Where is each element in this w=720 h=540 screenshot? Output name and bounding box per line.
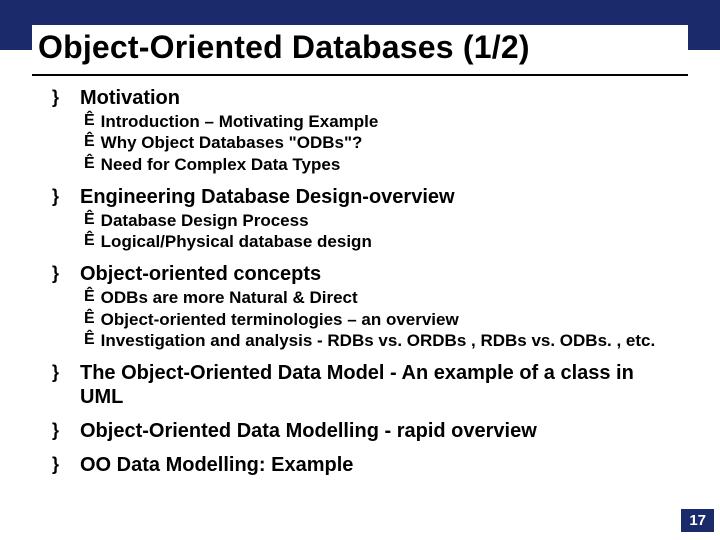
arrow-icon: Ê (84, 154, 95, 174)
list-item: Ê ODBs are more Natural & Direct (84, 287, 672, 308)
list-item: Ê Need for Complex Data Types (84, 154, 672, 175)
section-oo-modelling-example: } OO Data Modelling: Example (52, 453, 672, 477)
page-number: 17 (681, 509, 714, 532)
bullet-icon: } (52, 361, 70, 384)
section-head: } Motivation (52, 86, 672, 110)
bullet-icon: } (52, 419, 70, 442)
list-item: Ê Database Design Process (84, 210, 672, 231)
sublist: Ê Introduction – Motivating Example Ê Wh… (84, 111, 672, 175)
section-head: } Object-Oriented Data Modelling - rapid… (52, 419, 672, 443)
sub-text: Need for Complex Data Types (101, 154, 341, 175)
section-oo-data-model: } The Object-Oriented Data Model - An ex… (52, 361, 672, 409)
list-item: Ê Introduction – Motivating Example (84, 111, 672, 132)
sublist: Ê Database Design Process Ê Logical/Phys… (84, 210, 672, 253)
list-item: Ê Investigation and analysis - RDBs vs. … (84, 330, 672, 351)
section-heading: Engineering Database Design-overview (80, 185, 455, 209)
bullet-icon: } (52, 453, 70, 476)
list-item: Ê Object-oriented terminologies – an ove… (84, 309, 672, 330)
arrow-icon: Ê (84, 309, 95, 329)
list-item: Ê Logical/Physical database design (84, 231, 672, 252)
section-heading: The Object-Oriented Data Model - An exam… (80, 361, 672, 409)
bullet-icon: } (52, 86, 70, 109)
section-oo-concepts: } Object-oriented concepts Ê ODBs are mo… (52, 262, 672, 351)
section-head: } OO Data Modelling: Example (52, 453, 672, 477)
section-oo-modelling-overview: } Object-Oriented Data Modelling - rapid… (52, 419, 672, 443)
slide-title: Object-Oriented Databases (1/2) (38, 29, 682, 66)
sub-text: Why Object Databases "ODBs"? (101, 132, 363, 153)
sub-text: Logical/Physical database design (101, 231, 372, 252)
bullet-icon: } (52, 185, 70, 208)
arrow-icon: Ê (84, 132, 95, 152)
arrow-icon: Ê (84, 210, 95, 230)
section-head: } Engineering Database Design-overview (52, 185, 672, 209)
title-box: Object-Oriented Databases (1/2) (32, 25, 688, 76)
section-motivation: } Motivation Ê Introduction – Motivating… (52, 86, 672, 175)
arrow-icon: Ê (84, 231, 95, 251)
section-head: } The Object-Oriented Data Model - An ex… (52, 361, 672, 409)
arrow-icon: Ê (84, 287, 95, 307)
sub-text: Database Design Process (101, 210, 309, 231)
section-heading: Motivation (80, 86, 180, 110)
slide-content: } Motivation Ê Introduction – Motivating… (52, 86, 672, 487)
sub-text: Investigation and analysis - RDBs vs. OR… (101, 330, 656, 351)
section-engineering: } Engineering Database Design-overview Ê… (52, 185, 672, 253)
list-item: Ê Why Object Databases "ODBs"? (84, 132, 672, 153)
section-heading: Object-oriented concepts (80, 262, 321, 286)
sub-text: ODBs are more Natural & Direct (101, 287, 358, 308)
section-heading: Object-Oriented Data Modelling - rapid o… (80, 419, 537, 443)
section-heading: OO Data Modelling: Example (80, 453, 353, 477)
arrow-icon: Ê (84, 330, 95, 350)
section-head: } Object-oriented concepts (52, 262, 672, 286)
sub-text: Introduction – Motivating Example (101, 111, 379, 132)
bullet-icon: } (52, 262, 70, 285)
sublist: Ê ODBs are more Natural & Direct Ê Objec… (84, 287, 672, 351)
sub-text: Object-oriented terminologies – an overv… (101, 309, 459, 330)
arrow-icon: Ê (84, 111, 95, 131)
